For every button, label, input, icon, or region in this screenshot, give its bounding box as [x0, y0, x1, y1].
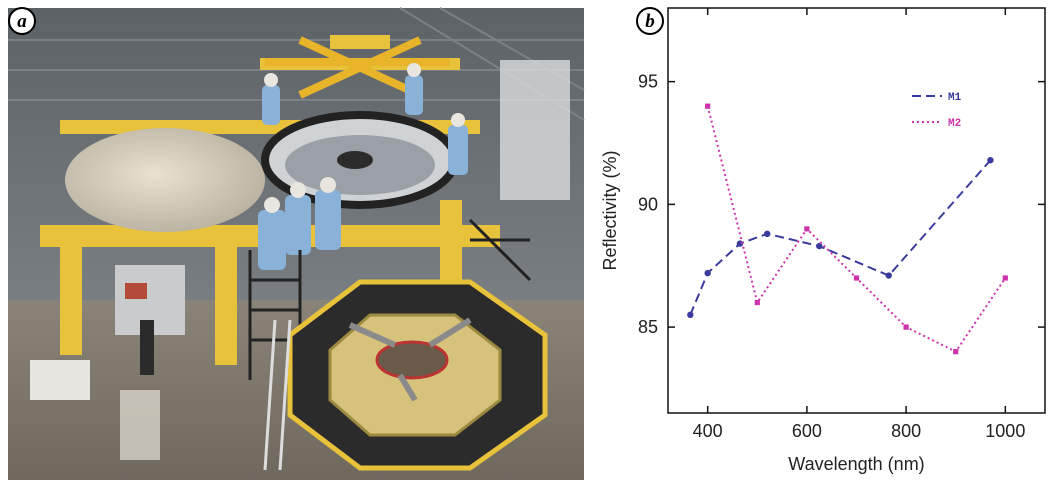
staircase	[248, 218, 532, 380]
lifting-spider	[265, 36, 450, 99]
data-point-m1	[816, 242, 823, 250]
y-tick-label: 90	[638, 194, 658, 214]
workers	[258, 75, 468, 270]
legend: M1 M2	[912, 92, 962, 130]
data-point-m2	[903, 324, 909, 330]
x-axis-title: Wavelength (nm)	[788, 454, 924, 474]
data-point-m2	[754, 299, 760, 306]
data-point-m2	[804, 226, 810, 232]
panel-b-letter: b	[645, 11, 655, 32]
data-point-m2	[705, 103, 711, 109]
legend-label-m1: M1	[948, 92, 962, 104]
reflectivity-chart: b 400 600 800 1000 85 90 95 M1 M2 Wavelength (n…	[600, 7, 1046, 474]
mirror-support	[375, 340, 449, 380]
data-point-m1	[987, 156, 994, 164]
support-arms	[348, 317, 472, 402]
data-point-m2	[1002, 275, 1008, 281]
axes: 400 600 800 1000 85 90 95	[638, 7, 1046, 441]
floor-equipment	[30, 319, 292, 471]
panel-a-tag: a	[8, 7, 36, 35]
photo-panel: a	[8, 7, 585, 480]
worker-heads	[264, 63, 465, 213]
y-tick-label: 95	[638, 72, 658, 92]
series-line-m1	[689, 159, 992, 316]
x-tick-label: 1000	[985, 421, 1025, 441]
series	[687, 103, 1008, 355]
data-point-m2	[953, 349, 959, 355]
x-tick-label: 400	[693, 421, 723, 441]
control-screen	[125, 283, 147, 299]
coating-facility-photo: a	[8, 7, 585, 480]
y-tick-label: 85	[638, 317, 658, 337]
chamber-dome-lid	[65, 128, 265, 232]
legend-label-m2: M2	[948, 118, 961, 130]
data-point-m1	[885, 272, 892, 279]
plot-frame	[667, 7, 1046, 414]
x-tick-label: 800	[891, 421, 921, 441]
data-point-m1	[687, 311, 694, 319]
window-light	[500, 60, 570, 200]
series-line-m2	[706, 105, 1007, 353]
data-point-m1	[704, 269, 711, 277]
x-tick-label: 600	[792, 421, 822, 441]
data-point-m2	[853, 275, 860, 281]
data-point-m1	[764, 230, 771, 238]
y-axis-title: Reflectivity (%)	[600, 150, 620, 270]
chart-panel: b 400 600 800 1000 85 90 95 M1 M2 Wavelength (n…	[590, 0, 1049, 481]
chamber-port	[337, 151, 373, 169]
panel-a-letter: a	[17, 11, 27, 32]
panel-b-tag: b	[636, 7, 664, 35]
